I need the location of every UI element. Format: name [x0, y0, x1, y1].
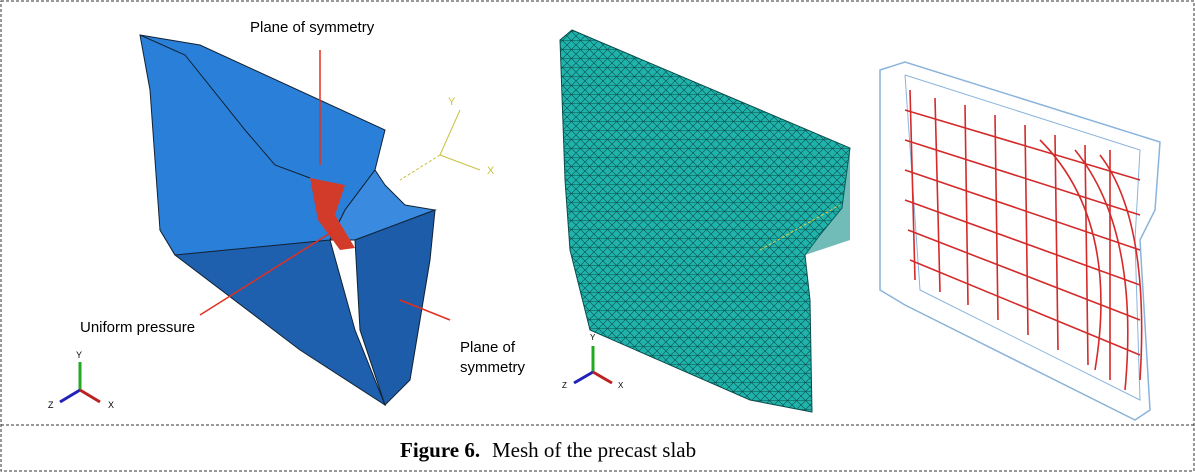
model-panel: Plane of symmetry Uniform pressure Plane…: [48, 19, 525, 410]
axis: [759, 204, 841, 251]
rebar-panel: [879, 61, 1161, 421]
caption-label: Figure 6.: [400, 438, 480, 462]
mesh-face: [805, 148, 850, 255]
side-face: [354, 209, 436, 406]
bottom-face: [159, 229, 387, 407]
mesh-body: [559, 29, 851, 413]
slab-outline: [879, 61, 1161, 421]
rebar-grid: [904, 89, 1143, 391]
annotation: Plane of: [460, 339, 516, 356]
triad: Y Z X: [48, 350, 114, 410]
slab-inner: [904, 74, 1141, 401]
axis-label: Y: [76, 350, 82, 360]
arrow: [199, 229, 336, 316]
axis: [439, 154, 481, 171]
triad: Y Z X: [562, 333, 624, 390]
axis-label: X: [108, 400, 114, 410]
axis-label: Z: [562, 381, 567, 390]
annotation: symmetry: [460, 359, 525, 376]
annotation: Uniform pressure: [80, 319, 195, 336]
axis-label: Z: [48, 400, 54, 410]
axis-label: X: [487, 165, 495, 177]
axis: [399, 154, 441, 181]
axis: [439, 109, 461, 156]
axis-label: Y: [448, 96, 456, 108]
mesh-panel: Y Z X: [559, 29, 851, 413]
caption-text: Mesh of the precast slab: [492, 438, 696, 462]
axis-label: X: [618, 381, 624, 390]
annotation: Plane of symmetry: [250, 19, 375, 36]
arrow: [399, 299, 451, 321]
axis-label: Y: [590, 333, 596, 342]
pressure-area: [310, 178, 355, 250]
edge: [139, 34, 311, 179]
